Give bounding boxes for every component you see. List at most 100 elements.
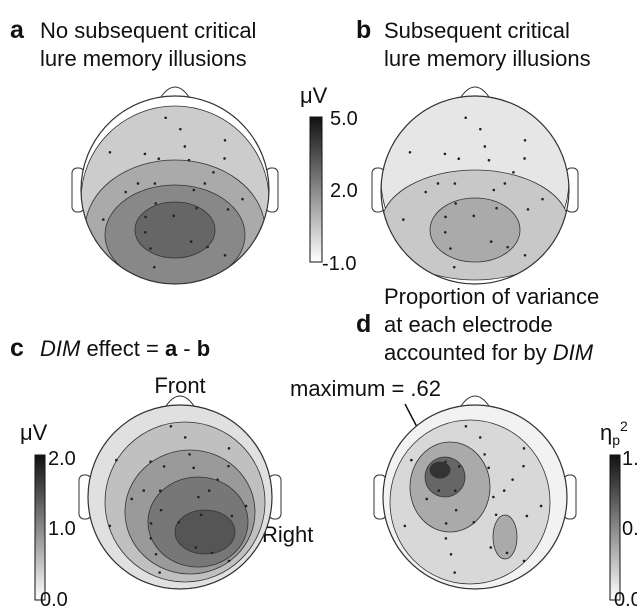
contour xyxy=(134,201,216,259)
colorbar-unit: ηp2 xyxy=(600,418,628,448)
panel-letter: d xyxy=(356,310,371,338)
title-part: b xyxy=(197,336,210,361)
electrode xyxy=(410,458,413,462)
head-outline xyxy=(380,95,570,285)
unit-part: 2 xyxy=(620,418,628,434)
electrode xyxy=(149,522,153,525)
electrode xyxy=(216,478,219,481)
colorbar xyxy=(34,454,46,601)
colorbar xyxy=(609,454,621,601)
electrode xyxy=(158,571,161,574)
head-map xyxy=(371,86,579,285)
title-part: DIM xyxy=(40,336,81,361)
electrode xyxy=(142,489,146,492)
contours xyxy=(381,96,569,284)
title-part: effect = xyxy=(80,336,165,361)
electrode xyxy=(199,513,203,517)
annotation: maximum = .62 xyxy=(290,376,441,401)
electrode xyxy=(169,424,173,428)
electrode xyxy=(503,182,507,185)
panel-letter: b xyxy=(356,16,371,44)
electrode xyxy=(437,489,441,492)
electrode xyxy=(159,508,163,512)
electrode xyxy=(149,460,152,463)
electrode xyxy=(525,514,529,518)
colorbar-tick: 0.5 xyxy=(622,518,637,540)
panel-title: Proportion of variance xyxy=(384,284,599,309)
electrode xyxy=(227,559,231,563)
electrode xyxy=(444,537,448,540)
head-outline xyxy=(87,404,273,590)
electrode xyxy=(506,245,509,249)
contour xyxy=(429,197,521,263)
electrode xyxy=(207,489,211,492)
electrode xyxy=(453,489,457,492)
electrode xyxy=(425,497,429,501)
panel-letter: c xyxy=(10,334,24,362)
colorbar-tick: 1.0 xyxy=(48,518,76,540)
colorbar xyxy=(309,116,323,263)
colorbar-tick: 2.0 xyxy=(48,448,76,470)
contours xyxy=(81,96,269,284)
electrode xyxy=(212,170,215,174)
electrode xyxy=(494,513,498,517)
electrode xyxy=(424,190,427,194)
electrode xyxy=(449,552,453,556)
electrode xyxy=(187,158,191,162)
electrode xyxy=(487,158,491,162)
electrode xyxy=(158,489,162,492)
electrode xyxy=(108,150,112,154)
electrode xyxy=(511,478,514,481)
contour xyxy=(174,509,236,555)
electrode xyxy=(177,520,181,524)
electrode xyxy=(522,447,526,450)
electrode xyxy=(444,215,447,219)
head-outline xyxy=(80,95,270,285)
right-label: Right xyxy=(262,522,313,547)
electrode xyxy=(523,139,527,142)
electrode xyxy=(408,150,412,154)
electrode xyxy=(492,188,496,192)
electrode xyxy=(454,508,458,512)
electrode xyxy=(153,182,157,185)
colorbar-tick: -1.0 xyxy=(322,253,356,275)
electrode xyxy=(472,214,476,218)
electrode xyxy=(188,453,191,456)
electrode xyxy=(230,514,234,518)
electrode xyxy=(192,466,195,470)
colorbar-tick: 0.0 xyxy=(614,589,637,606)
colorbar-tick: 0.0 xyxy=(40,589,68,606)
electrode xyxy=(449,247,452,250)
unit-part: η xyxy=(600,420,612,445)
contour xyxy=(429,461,451,479)
electrode xyxy=(443,230,447,234)
electrode xyxy=(492,495,495,499)
electrode xyxy=(154,552,158,556)
electrode xyxy=(478,436,482,439)
electrode xyxy=(227,447,231,450)
electrode xyxy=(162,465,166,468)
electrode xyxy=(179,127,182,131)
electrode xyxy=(526,208,530,211)
electrode xyxy=(241,197,244,201)
electrode xyxy=(210,551,214,555)
colorbar-tick: 5.0 xyxy=(330,108,358,130)
electrode xyxy=(183,436,187,439)
electrode xyxy=(502,489,506,492)
panel-title: accounted for by DIM xyxy=(384,340,594,365)
panel-letter: a xyxy=(10,16,25,44)
electrode xyxy=(223,253,227,257)
electrode xyxy=(453,571,456,574)
electrode xyxy=(539,504,543,508)
electrode xyxy=(454,202,457,205)
electrode xyxy=(227,464,230,468)
electrode xyxy=(402,218,405,221)
electrode xyxy=(444,522,448,525)
panel-title: at each electrode xyxy=(384,312,553,337)
contour xyxy=(492,514,518,560)
contours xyxy=(383,405,567,589)
electrode xyxy=(195,206,198,210)
electrode xyxy=(444,460,447,463)
panel-title: No subsequent critical xyxy=(40,18,256,43)
